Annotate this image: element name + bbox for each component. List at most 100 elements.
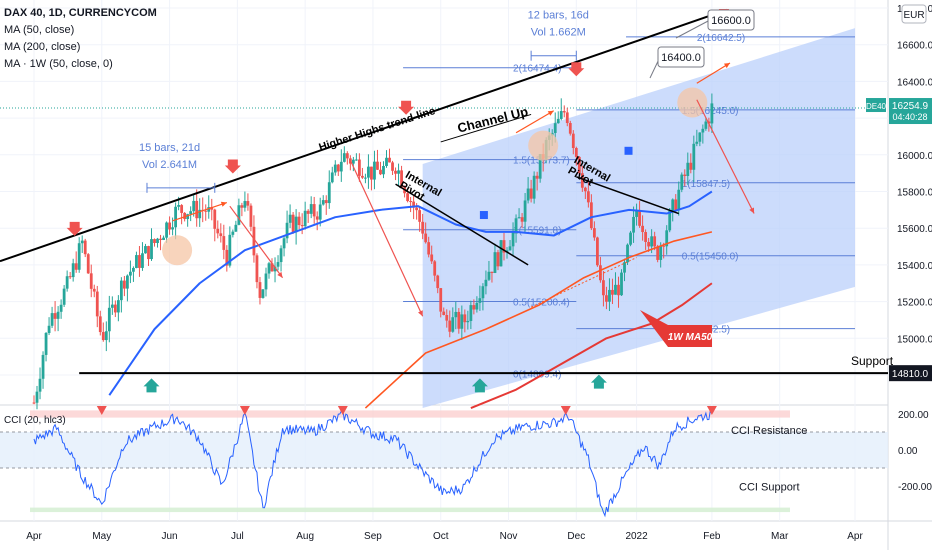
symbol-tag-label: DE40 bbox=[866, 102, 887, 111]
candle-body bbox=[180, 205, 184, 213]
fib-level-label: 1.5(16245.0) bbox=[682, 106, 739, 117]
last-price-countdown: 04:40:28 bbox=[892, 112, 927, 122]
candle-body bbox=[354, 159, 358, 161]
projection-arrow-up-head bbox=[723, 63, 730, 69]
candle-body bbox=[475, 302, 479, 310]
candle-body bbox=[695, 141, 699, 144]
candle-body bbox=[98, 316, 102, 333]
candle-body bbox=[249, 205, 253, 227]
candle-body bbox=[556, 118, 560, 124]
currency-button[interactable] bbox=[901, 4, 927, 24]
candle-body bbox=[243, 201, 247, 208]
candle-body bbox=[430, 254, 434, 262]
candle-body bbox=[207, 207, 211, 212]
candle-body bbox=[614, 284, 617, 295]
candle-body bbox=[400, 170, 403, 188]
candle-body bbox=[333, 164, 337, 173]
highlight-circle bbox=[162, 235, 193, 266]
candle-body bbox=[228, 234, 232, 266]
candle-body bbox=[562, 111, 566, 113]
candle-body bbox=[382, 165, 385, 175]
candle-body bbox=[300, 225, 304, 227]
candle-body bbox=[596, 237, 599, 266]
candle-body bbox=[514, 218, 518, 232]
cci-tick-label: 0.00 bbox=[898, 446, 918, 457]
candle-body bbox=[442, 311, 446, 315]
candle-body bbox=[237, 205, 241, 225]
candle-body bbox=[571, 133, 575, 149]
ma50-legend[interactable]: MA (50, close) bbox=[4, 24, 74, 36]
candle-body bbox=[469, 305, 473, 321]
projection-arrow-up bbox=[515, 110, 555, 134]
time-tick-label: Oct bbox=[433, 531, 449, 542]
candle-body bbox=[294, 216, 298, 233]
candle-body bbox=[502, 240, 506, 253]
candle-body bbox=[89, 273, 93, 289]
candle-body bbox=[421, 221, 425, 234]
down-arrow-marker bbox=[66, 221, 83, 236]
candle-body bbox=[186, 214, 190, 220]
candle-body bbox=[478, 298, 482, 303]
candle-body bbox=[77, 243, 81, 270]
candle-body bbox=[656, 246, 660, 260]
highlight-circle bbox=[677, 87, 708, 118]
candle-body bbox=[291, 214, 295, 233]
price-tick-label: 15400.0 bbox=[897, 261, 932, 272]
candle-body bbox=[56, 311, 60, 319]
fib-level-label: 1(15847.5) bbox=[682, 179, 730, 190]
candle-body bbox=[47, 325, 51, 333]
ma200-line bbox=[364, 231, 713, 409]
time-tick-label: Aug bbox=[296, 531, 314, 542]
support-price-value: 14810.0 bbox=[892, 369, 929, 380]
up-arrow-marker bbox=[590, 374, 607, 389]
time-tick-label: 2022 bbox=[625, 531, 648, 542]
axes: 16800.016600.016400.016200.016000.015800… bbox=[26, 4, 932, 542]
ma1w-callout-label: 1W MA50 bbox=[668, 332, 713, 343]
ma1w-legend[interactable]: MA · 1W (50, close, 0) bbox=[4, 58, 113, 70]
price-tick-label: 16600.0 bbox=[897, 41, 932, 52]
candle-body bbox=[285, 222, 289, 239]
candle-body bbox=[210, 207, 214, 210]
candle-body bbox=[433, 261, 437, 276]
candle-body bbox=[282, 238, 286, 249]
candle-body bbox=[270, 263, 274, 272]
internal-pivot-line-2 bbox=[576, 176, 680, 215]
candle-body bbox=[38, 378, 42, 392]
candle-body bbox=[309, 204, 313, 214]
candle-body bbox=[574, 148, 578, 157]
candle-body bbox=[379, 169, 382, 175]
candle-body bbox=[463, 314, 467, 323]
candle-body bbox=[674, 199, 678, 211]
cci-resistance-label: CCI Resistance bbox=[731, 425, 807, 437]
candle-body bbox=[490, 271, 494, 273]
candle-body bbox=[517, 217, 521, 219]
candle-body bbox=[680, 174, 684, 190]
measure-bars-label: 12 bars, 16d bbox=[528, 10, 589, 22]
ma200-legend[interactable]: MA (200, close) bbox=[4, 41, 80, 53]
candle-body bbox=[71, 263, 75, 278]
price-tick-label: 16000.0 bbox=[897, 151, 932, 162]
candle-body bbox=[74, 263, 78, 270]
price-callout-label: 16600.0 bbox=[711, 15, 751, 27]
candle-body bbox=[234, 224, 238, 232]
time-tick-label: Sep bbox=[364, 531, 382, 542]
candle-body bbox=[686, 162, 690, 176]
flag-marker bbox=[624, 146, 633, 155]
candle-body bbox=[629, 232, 632, 245]
candle-body bbox=[156, 238, 159, 244]
candle-body bbox=[240, 205, 244, 208]
down-arrow-marker bbox=[224, 159, 241, 174]
candle-body bbox=[189, 211, 193, 215]
candle-body bbox=[535, 175, 539, 179]
ma200-dotted bbox=[530, 257, 637, 308]
candle-body bbox=[330, 172, 334, 183]
candle-body bbox=[701, 128, 705, 133]
candle-body bbox=[361, 175, 364, 178]
time-tick-label: Jul bbox=[231, 531, 244, 542]
candle-body bbox=[406, 193, 409, 202]
candle-body bbox=[424, 233, 428, 243]
candle-body bbox=[460, 314, 464, 329]
cci-top-marker bbox=[560, 406, 571, 415]
cci-pane: CCI (20, hlc3) CCI Resistance CCI Support 2… bbox=[0, 406, 932, 518]
